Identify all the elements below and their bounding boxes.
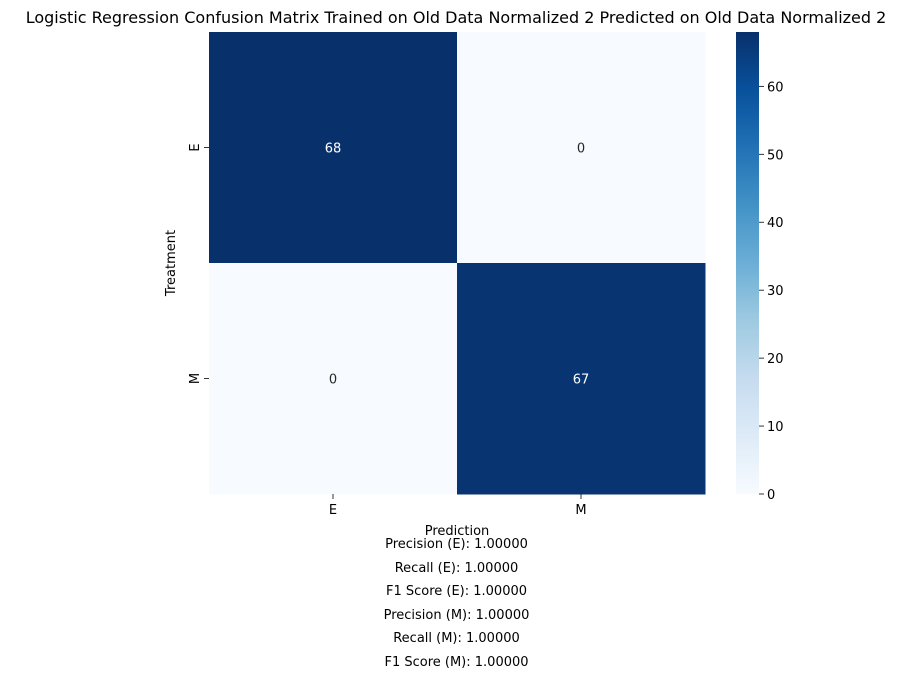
colorbar-tick-label: 60: [767, 80, 784, 95]
y-tick-label: E: [188, 143, 203, 151]
x-tick-label: M: [575, 503, 586, 518]
metric-precision-m: Precision (M): 1.00000: [383, 608, 530, 623]
metric-recall-e: Recall (E): 1.00000: [394, 561, 519, 576]
metric-precision-e: Precision (E): 1.00000: [385, 537, 528, 552]
y-axis-label: Treatment: [164, 230, 179, 297]
cell-value-label: 67: [573, 373, 590, 388]
colorbar-tick-label: 0: [767, 488, 775, 503]
colorbar-tick-label: 30: [767, 284, 784, 299]
heatmap-cell-E-E: [209, 32, 458, 264]
cell-value-labels: 68 0 0 67: [325, 142, 590, 388]
colorbar: [736, 32, 759, 494]
heatmap-cells: [209, 32, 706, 495]
colorbar-tick-label: 10: [767, 420, 784, 435]
chart-title: Logistic Regression Confusion Matrix Tra…: [26, 8, 887, 27]
colorbar-tick-label: 20: [767, 352, 784, 367]
cell-value-label: 68: [325, 142, 342, 157]
metric-recall-m: Recall (M): 1.00000: [393, 631, 520, 646]
heatmap-cell-M-M: [457, 263, 706, 495]
cell-value-label: 0: [329, 373, 337, 388]
cell-value-label: 0: [577, 142, 585, 157]
y-tick-label: M: [188, 373, 203, 384]
metric-f1-e: F1 Score (E): 1.00000: [385, 584, 528, 599]
colorbar-tick-label: 50: [767, 148, 784, 163]
heatmap-cell-M-E: [209, 263, 458, 495]
x-axis-label: Prediction: [425, 524, 490, 539]
heatmap-cell-E-M: [457, 32, 706, 264]
metric-f1-m: F1 Score (M): 1.00000: [384, 655, 529, 670]
colorbar-ticks: 0 10 20 30 40 50 60: [759, 80, 784, 503]
colorbar-tick-label: 40: [767, 216, 784, 231]
x-tick-label: E: [329, 503, 337, 518]
y-axis: EM: [188, 143, 209, 384]
